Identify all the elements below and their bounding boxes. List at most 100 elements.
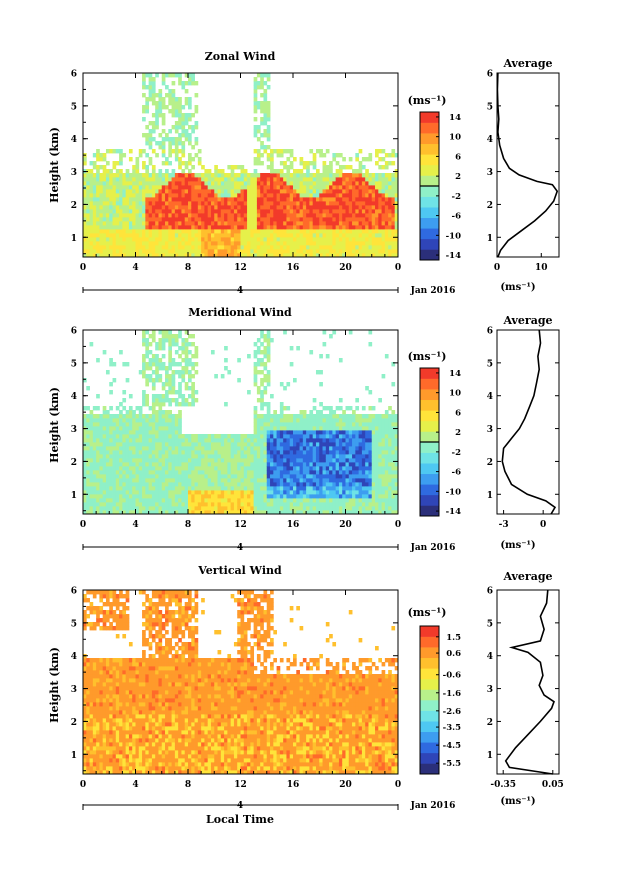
heatmap-cell (201, 434, 205, 439)
heatmap-cell (174, 101, 179, 106)
heatmap-cell (151, 334, 156, 339)
heatmap-cell (158, 438, 163, 443)
heatmap-cell (217, 169, 222, 174)
heatmap-cell (312, 177, 317, 182)
heatmap-cell (256, 338, 261, 343)
heatmap-cell (128, 458, 133, 463)
heatmap-cell (335, 414, 340, 419)
heatmap-cell (161, 482, 166, 487)
heatmap-cell (204, 438, 209, 443)
heatmap-cell (296, 446, 300, 451)
heatmap-cell (306, 454, 310, 459)
heatmap-cell (168, 486, 172, 491)
heatmap-cell (276, 494, 281, 499)
heatmap-cell (233, 462, 238, 467)
heatmap-cell (243, 470, 248, 475)
heatmap-cell (312, 233, 317, 238)
heatmap-cell (96, 169, 100, 174)
heatmap-cell (338, 506, 343, 511)
heatmap-cell (378, 213, 382, 218)
heatmap-cell (279, 470, 284, 475)
heatmap-cell (289, 213, 294, 218)
heatmap-cell (83, 486, 87, 491)
heatmap-cell (283, 430, 287, 435)
heatmap-cell (191, 245, 195, 250)
heatmap-cell (89, 442, 94, 447)
heatmap-cell (338, 217, 343, 222)
day-label: 4 (237, 286, 243, 296)
heatmap-cell (306, 422, 310, 427)
heatmap-cell (230, 249, 235, 254)
heatmap-cell (197, 245, 202, 250)
heatmap-cell (263, 221, 268, 226)
heatmap-cell (250, 209, 255, 214)
heatmap-cell (325, 181, 330, 186)
heatmap-cell (279, 506, 284, 511)
heatmap-cell (122, 502, 127, 507)
heatmap-cell (302, 482, 307, 487)
heatmap-cell (243, 229, 248, 234)
heatmap-cell (161, 434, 166, 439)
heatmap-cell (102, 157, 107, 162)
colorbar-swatch (420, 175, 439, 187)
heatmap-cell (345, 442, 350, 447)
heatmap-cell (361, 237, 366, 242)
heatmap-cell (207, 201, 212, 206)
heatmap-cell (112, 233, 117, 238)
heatmap-cell (283, 241, 287, 246)
heatmap-cell (342, 474, 346, 479)
colorbar-swatch (420, 249, 439, 261)
heatmap-cell (161, 81, 166, 86)
heatmap-cell (155, 362, 159, 367)
heatmap-cell (112, 482, 117, 487)
heatmap-cell (276, 193, 281, 198)
heatmap-cell (253, 486, 258, 491)
heatmap-cell (102, 241, 107, 246)
heatmap-cell (105, 434, 110, 439)
heatmap-cell (302, 426, 307, 431)
heatmap-cell (184, 402, 189, 407)
heatmap-cell (174, 338, 179, 343)
heatmap-cell (220, 189, 225, 194)
heatmap-cell (151, 193, 156, 198)
heatmap-cell (168, 414, 172, 419)
heatmap-cell (191, 402, 195, 407)
heatmap-cell (293, 422, 297, 427)
heatmap-cell (207, 506, 212, 511)
heatmap-cell (105, 490, 110, 495)
heatmap-cell (105, 209, 110, 214)
heatmap-cell (188, 157, 192, 162)
heatmap-cell (158, 189, 163, 194)
heatmap-cell (293, 177, 297, 182)
heatmap-cell (256, 153, 261, 158)
heatmap-cell (309, 490, 314, 495)
heatmap-cell (151, 165, 156, 170)
heatmap-cell (86, 498, 90, 503)
heatmap-cell (358, 173, 363, 178)
heatmap-cell (128, 406, 133, 411)
heatmap-cell (184, 438, 189, 443)
heatmap-cell (296, 498, 300, 503)
heatmap-cell (217, 249, 222, 254)
heatmap-cell (352, 470, 356, 475)
heatmap-cell (165, 366, 169, 371)
heatmap-cell (348, 510, 353, 514)
heatmap-cell (83, 173, 87, 178)
heatmap-cell (286, 474, 291, 479)
heatmap-cell (332, 466, 337, 471)
heatmap-cell (256, 470, 261, 475)
heatmap-cell (89, 426, 94, 431)
heatmap-cell (227, 506, 232, 511)
heatmap-cell (233, 498, 238, 503)
heatmap-cell (128, 470, 133, 475)
heatmap-cell (391, 213, 396, 218)
heatmap-cell (217, 201, 222, 206)
heatmap-cell (266, 165, 271, 170)
heatmap-cell (263, 189, 268, 194)
heatmap-cell (371, 173, 376, 178)
heatmap-cell (220, 450, 225, 455)
heatmap-cell (158, 201, 163, 206)
heatmap-cell (194, 350, 199, 355)
heatmap-cell (342, 225, 346, 230)
heatmap-cell (312, 506, 317, 511)
